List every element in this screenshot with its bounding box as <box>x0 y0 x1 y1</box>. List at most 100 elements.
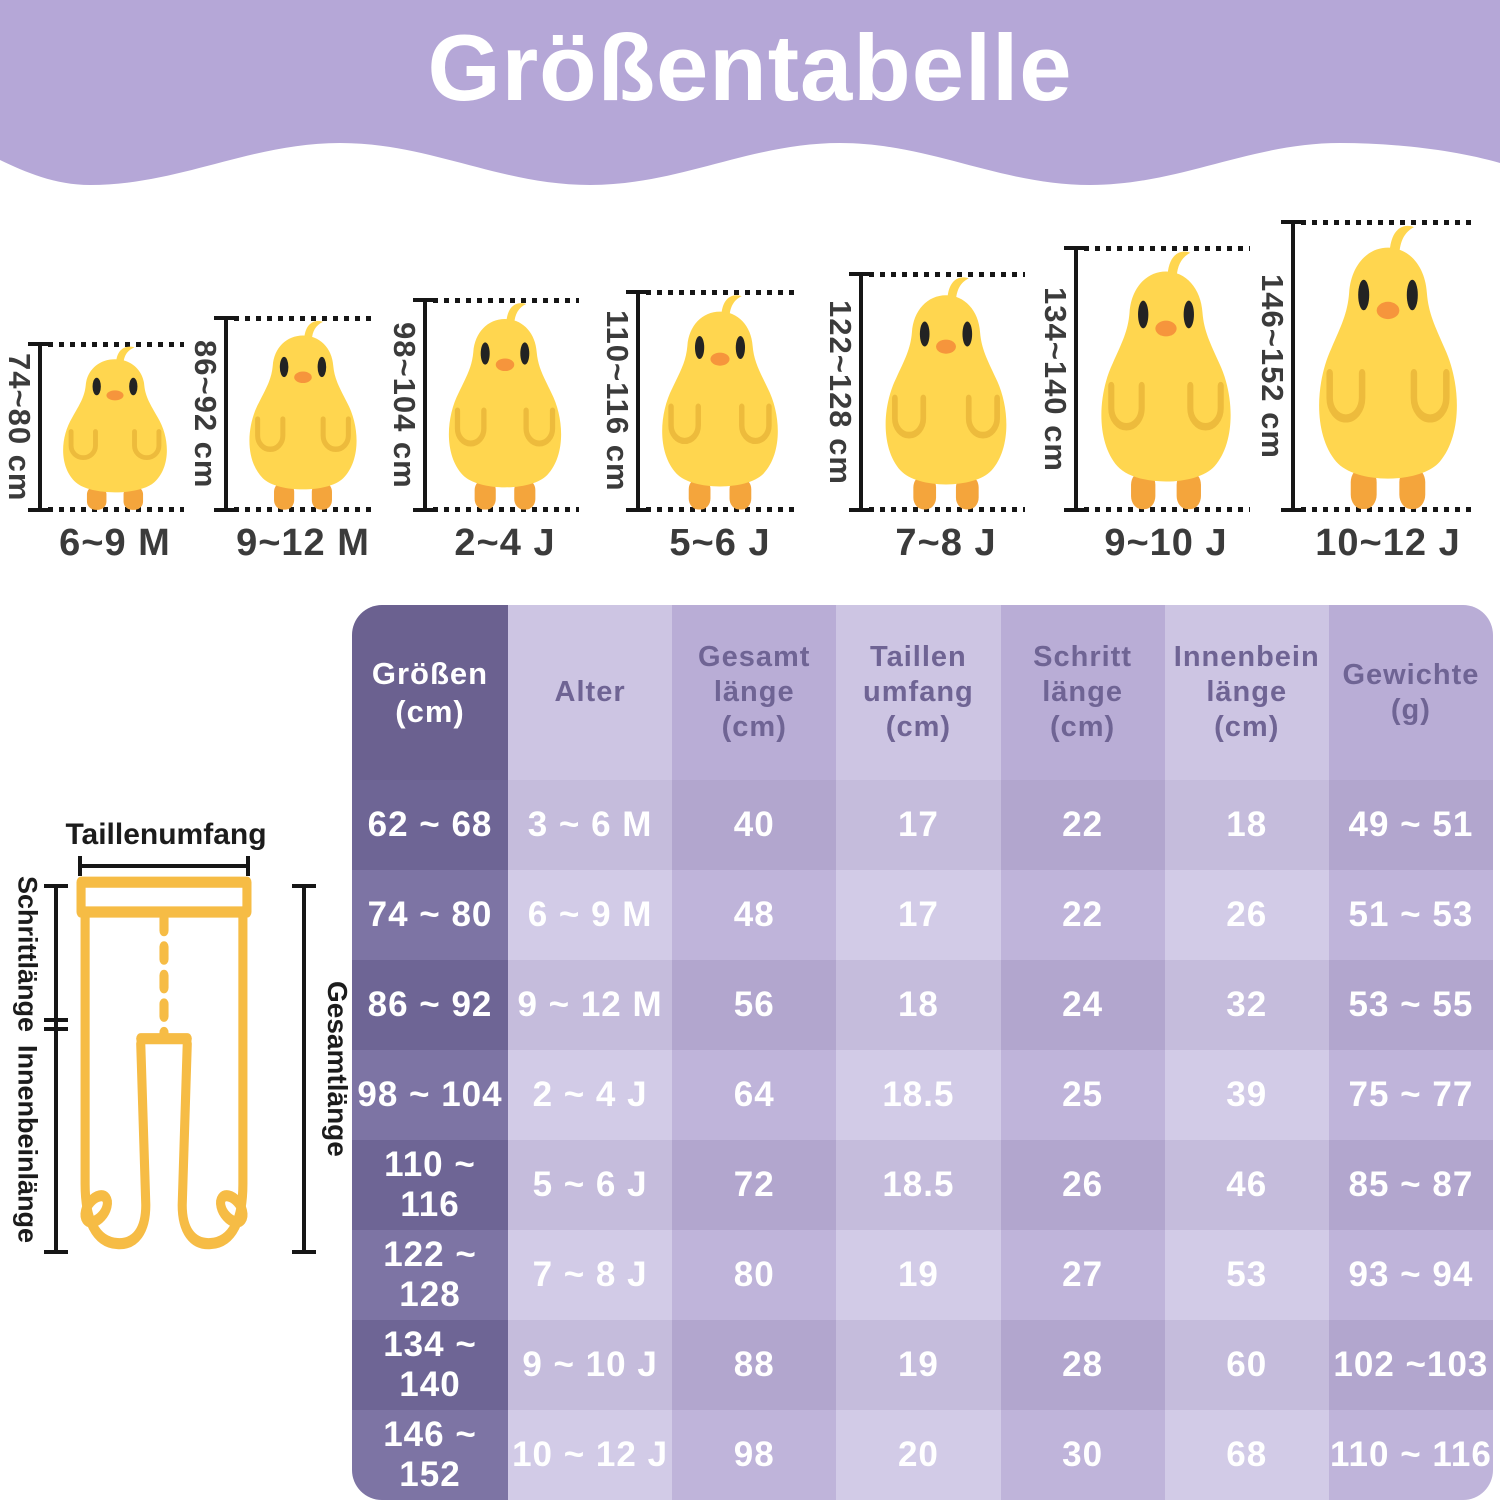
height-range-label: 98~104 cm <box>387 321 422 489</box>
height-measure-line <box>1291 220 1295 512</box>
waist-measure-label: Taillenumfang <box>65 818 267 851</box>
table-cell: 18.5 <box>836 1050 1001 1140</box>
top-dotted-line <box>646 290 796 295</box>
table-cell: 25 <box>1000 1050 1165 1140</box>
top-dotted-line <box>48 342 184 347</box>
table-cell: 2 ~ 4 J <box>508 1050 673 1140</box>
table-cell: 64 <box>672 1050 837 1140</box>
bottom-dotted-line <box>1301 507 1477 512</box>
size-cell: 62 ~ 68 <box>352 780 508 870</box>
age-range-label: 9~12 M <box>236 522 370 564</box>
top-dotted-line <box>433 298 579 303</box>
chick-size-unit: 110~116 cm 5~6 J <box>600 290 796 572</box>
table-cell: 28 <box>1000 1320 1165 1410</box>
chick-size-unit: 122~128 cm 7~8 J <box>823 272 1025 572</box>
size-cell: 74 ~ 80 <box>352 870 508 960</box>
chick-size-unit: 146~152 cm 10~12 J <box>1255 220 1477 572</box>
header-cell: Gesamt länge (cm) <box>672 605 837 780</box>
bottom-dotted-line <box>1084 507 1250 512</box>
age-range-label: 5~6 J <box>669 522 771 564</box>
table-cell: 102 ~103 <box>1328 1320 1493 1410</box>
table-cell: 22 <box>1000 870 1165 960</box>
table-cell: 56 <box>672 960 837 1050</box>
table-cell: 51 ~ 53 <box>1328 870 1493 960</box>
height-range-label: 146~152 cm <box>1255 273 1290 459</box>
age-range-label: 6~9 M <box>59 522 171 564</box>
chick-size-unit: 86~92 cm 9~12 M <box>188 316 374 572</box>
height-measure-line <box>636 290 640 512</box>
table-cell: 53 <box>1164 1230 1329 1320</box>
measure-split-tick <box>44 1027 68 1031</box>
table-cell: 9 ~ 10 J <box>508 1320 673 1410</box>
table-cell: 53 ~ 55 <box>1328 960 1493 1050</box>
table-cell: 26 <box>1164 870 1329 960</box>
size-cell: 134 ~ 140 <box>352 1320 508 1410</box>
height-measure-line <box>38 342 42 512</box>
height-measure-line <box>1074 246 1078 512</box>
table-cell: 40 <box>672 780 837 870</box>
header-cell: Gewichte (g) <box>1328 605 1493 780</box>
tights-measure-diagram: Taillenumfang Schrittlänge Innenbeinläng… <box>6 818 358 1288</box>
table-cell: 93 ~ 94 <box>1328 1230 1493 1320</box>
table-cell: 3 ~ 6 M <box>508 780 673 870</box>
chick-icon <box>652 293 788 511</box>
measure-split-tick <box>44 1018 68 1022</box>
bottom-dotted-line <box>646 507 796 512</box>
table-cell: 88 <box>672 1320 837 1410</box>
table-cell: 18.5 <box>836 1140 1001 1230</box>
height-range-label: 134~140 cm <box>1038 286 1073 472</box>
table-cell: 17 <box>836 780 1001 870</box>
height-range-label: 74~80 cm <box>2 352 37 502</box>
top-dotted-line <box>1301 220 1477 225</box>
table-cell: 32 <box>1164 960 1329 1050</box>
size-cell: 86 ~ 92 <box>352 960 508 1050</box>
age-range-label: 7~8 J <box>895 522 997 564</box>
height-range-label: 110~116 cm <box>600 310 635 492</box>
tights-outline-icon <box>76 876 252 1250</box>
waist-measure-line <box>78 856 250 876</box>
header-cell-sizes: Größen (cm) <box>352 605 508 780</box>
table-cell: 20 <box>836 1410 1001 1500</box>
top-dotted-line <box>869 272 1025 277</box>
table-cell: 18 <box>1164 780 1329 870</box>
table-cell: 85 ~ 87 <box>1328 1140 1493 1230</box>
header-cell: Alter <box>508 605 673 780</box>
header-cell: Schritt länge (cm) <box>1000 605 1165 780</box>
height-measure-line <box>423 298 427 512</box>
height-range-label: 122~128 cm <box>823 299 858 485</box>
header-cell: Innenbein länge (cm) <box>1164 605 1329 780</box>
table-cell: 68 <box>1164 1410 1329 1500</box>
crotch-length-label: Schrittlänge <box>12 875 43 1033</box>
bottom-dotted-line <box>48 507 184 512</box>
table-cell: 80 <box>672 1230 837 1320</box>
table-cell: 75 ~ 77 <box>1328 1050 1493 1140</box>
age-range-label: 9~10 J <box>1104 522 1228 564</box>
chick-icon <box>1307 223 1469 511</box>
chick-size-unit: 134~140 cm 9~10 J <box>1038 246 1250 572</box>
size-cell: 122 ~ 128 <box>352 1230 508 1320</box>
size-table: Größen (cm) Alter Gesamt länge (cm) Taillen… <box>352 605 1493 1500</box>
chick-icon <box>439 301 571 511</box>
table-cell: 5 ~ 6 J <box>508 1140 673 1230</box>
chick-size-unit: 98~104 cm 2~4 J <box>387 298 579 572</box>
table-cell: 48 <box>672 870 837 960</box>
size-cell: 146 ~ 152 <box>352 1410 508 1500</box>
chick-size-unit: 74~80 cm 6~9 M <box>2 342 184 572</box>
table-cell: 18 <box>836 960 1001 1050</box>
table-cell: 110 ~ 116 <box>1328 1410 1493 1500</box>
table-cell: 22 <box>1000 780 1165 870</box>
page-title: Größentabelle <box>427 15 1073 120</box>
table-cell: 30 <box>1000 1410 1165 1500</box>
header-cell: Taillen umfang (cm) <box>836 605 1001 780</box>
table-cell: 7 ~ 8 J <box>508 1230 673 1320</box>
size-cell: 110 ~ 116 <box>352 1140 508 1230</box>
table-cell: 19 <box>836 1320 1001 1410</box>
table-cell: 39 <box>1164 1050 1329 1140</box>
height-range-label: 86~92 cm <box>188 339 223 489</box>
bottom-dotted-line <box>234 507 374 512</box>
table-cell: 98 <box>672 1410 837 1500</box>
table-cell: 72 <box>672 1140 837 1230</box>
height-measure-line <box>859 272 863 512</box>
inseam-length-label: Innenbeinlänge <box>12 1044 43 1244</box>
